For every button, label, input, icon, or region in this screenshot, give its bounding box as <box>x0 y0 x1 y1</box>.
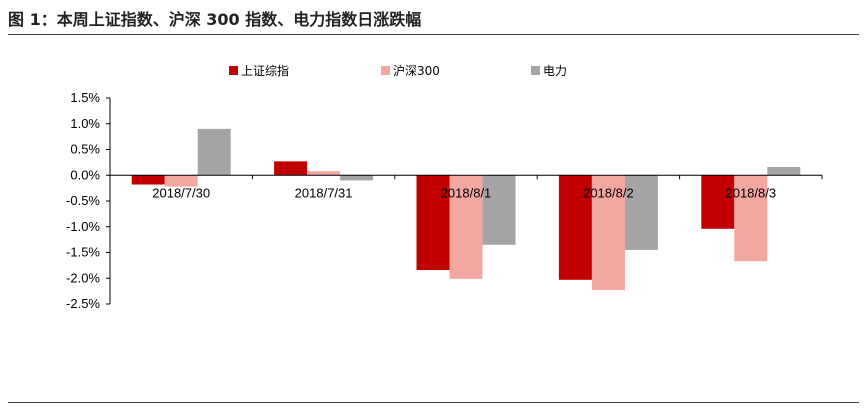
x-axis: 2018/7/30 2018/7/31 2018/8/1 2018/8/2 2018/8… <box>109 174 823 200</box>
bar-2-2 <box>307 171 341 176</box>
y-tick-label: -1.0% <box>66 219 100 234</box>
bar-3-3 <box>482 175 516 245</box>
bar-1-1 <box>131 175 165 185</box>
legend-label-3: 电力 <box>543 64 567 78</box>
bar-3-4 <box>624 175 658 250</box>
legend-swatch-2 <box>381 66 390 75</box>
bar-3-5 <box>767 167 801 176</box>
y-tick-label: -0.5% <box>66 193 100 208</box>
bar-3-1 <box>197 128 231 176</box>
bar-2-3 <box>449 175 483 279</box>
y-tick-label: -1.5% <box>66 245 100 260</box>
legend-swatch-1 <box>229 66 238 75</box>
bars <box>131 128 801 291</box>
legend-label-2: 沪深300 <box>393 64 440 78</box>
y-tick-label: 0.0% <box>70 167 100 182</box>
y-axis: 1.5% 1.0% 0.5% 0.0% -0.5% -1.0% -1.5% -2.0% -2.5… <box>66 90 111 311</box>
x-category-label: 2018/8/3 <box>725 185 776 200</box>
bar-1-4 <box>558 175 592 280</box>
x-category-label: 2018/8/1 <box>441 185 492 200</box>
bar-1-3 <box>416 175 450 271</box>
x-category-label: 2018/7/31 <box>295 185 353 200</box>
bar-2-4 <box>591 175 625 291</box>
legend-swatch-3 <box>531 66 540 75</box>
x-category-label: 2018/7/30 <box>152 185 210 200</box>
bar-2-5 <box>734 175 768 262</box>
bar-3-2 <box>340 175 374 181</box>
y-tick-label: 1.0% <box>70 116 100 131</box>
legend: 上证综指 沪深300 电力 <box>229 63 567 78</box>
y-tick-label: -2.5% <box>66 296 100 311</box>
bar-1-5 <box>701 175 735 229</box>
legend-label-1: 上证综指 <box>241 63 289 78</box>
figure-title: 图 1：本周上证指数、沪深 300 指数、电力指数日涨跌幅 <box>8 10 422 29</box>
top-divider <box>8 34 859 35</box>
y-tick-label: -2.0% <box>66 270 100 285</box>
x-category-label: 2018/8/2 <box>583 185 634 200</box>
bottom-divider <box>8 402 859 403</box>
y-tick-label: 1.5% <box>70 90 100 105</box>
y-tick-label: 0.5% <box>70 142 100 157</box>
bar-1-2 <box>274 161 308 176</box>
bar-2-1 <box>164 175 198 187</box>
